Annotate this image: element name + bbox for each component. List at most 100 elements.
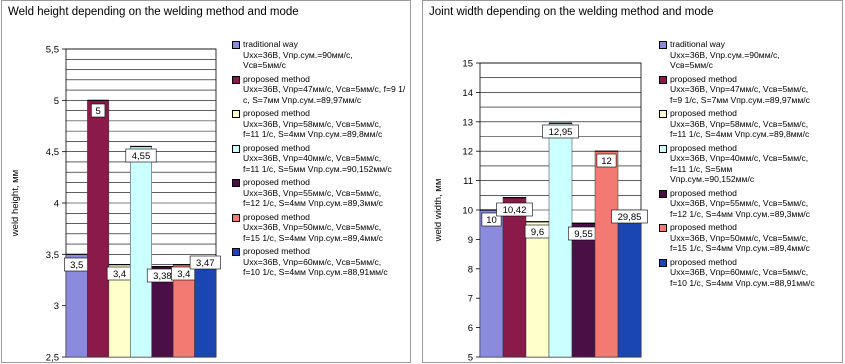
legend-label: proposed method Uxx=36В, Vпр=58мм/с, Vсв… — [670, 108, 810, 139]
data-label: 3,38 — [153, 271, 172, 282]
data-label: 4,55 — [132, 151, 151, 162]
legend-swatch — [232, 110, 240, 118]
y-tick-label: 8 — [468, 264, 473, 275]
legend-entry: proposed method Uxx=36В, Vпр=55мм/с, Vсв… — [659, 188, 842, 220]
y-tick-label: 10 — [462, 206, 473, 217]
legend-swatch — [232, 179, 240, 187]
legend-entry: proposed method Uxx=36В, Vпр=47мм/с, Vсв… — [232, 74, 410, 106]
legend-label: proposed method Uxx=36В, Vпр=58мм/с, Vсв… — [243, 108, 383, 139]
y-tick-label: 15 — [462, 59, 473, 70]
legend-entry: proposed method Uxx=36В, Vпр=47мм/с, Vсв… — [659, 74, 842, 106]
legend-entry: proposed method Uxx=36В, Vпр=58мм/с, Vсв… — [659, 108, 842, 140]
legend-swatch — [659, 258, 667, 267]
data-label: 3,4 — [113, 269, 126, 280]
data-label: 12,95 — [549, 127, 573, 138]
data-label: 10,42 — [503, 205, 527, 216]
y-axis-label: weld height, мм — [10, 170, 21, 237]
joint-width-chart: 5 6 7 8 9 10 11 12 13 14 15 weld width, мм 10 10,42 9,… — [433, 59, 648, 364]
joint-width-legend: traditional way Uxx=36В, Vпр.сум.=90мм/с… — [659, 39, 842, 291]
bar — [479, 209, 504, 358]
joint-width-chart-panel: Joint width depending on the welding met… — [422, 0, 843, 364]
y-tick-label: 4 — [54, 199, 59, 210]
legend-label: proposed method Uxx=36В, Vпр=50мм/с, Vсв… — [670, 222, 810, 253]
bar — [525, 221, 550, 358]
y-tick-label: 13 — [462, 117, 473, 128]
legend-label: proposed method Uxx=36В, Vпр=60мм/с, Vсв… — [670, 256, 815, 288]
data-label-box — [189, 255, 221, 270]
bar — [87, 100, 110, 358]
legend-label: traditional way Uxx=36В, Vпр.сум.=90мм/с… — [670, 39, 780, 70]
legend-entry: proposed method Uxx=36В, Vпр=40мм/с, Vсв… — [659, 143, 842, 185]
legend-entry: proposed method Uxx=36В, Vпр=40мм/с, Vсв… — [232, 143, 410, 175]
legend-entry: proposed method Uxx=36В, Vпр=60мм/с, Vсв… — [232, 246, 410, 278]
legend-entry: proposed method Uxx=36В, Vпр=55мм/с, Vсв… — [232, 177, 410, 209]
chart-title: Joint width depending on the welding met… — [429, 6, 714, 18]
data-label-box — [611, 209, 648, 224]
legend-swatch — [232, 75, 240, 84]
y-tick-label: 14 — [462, 88, 473, 99]
legend-swatch — [659, 75, 667, 84]
data-label-box — [596, 153, 617, 168]
legend-label: proposed method Uxx=36В, Vпр=50мм/с, Vсв… — [243, 211, 383, 243]
legend-swatch — [659, 144, 667, 153]
legend-swatch — [659, 41, 667, 49]
data-label: 5 — [95, 106, 100, 117]
legend-entry: proposed method Uxx=36В, Vпр=50мм/с, Vсв… — [659, 222, 842, 254]
y-axis-label: weld width, мм — [433, 179, 444, 243]
data-label: 12 — [601, 156, 612, 167]
y-tick-label: 5 — [54, 96, 59, 107]
y-tick-label: 4,5 — [46, 147, 59, 158]
bar — [194, 257, 217, 358]
legend-label: traditional way Uxx=36В, Vпр.сум.=90мм/с… — [243, 39, 353, 70]
bar — [571, 222, 596, 358]
legend-label: proposed method Uxx=36В, Vпр=40мм/с, Vсв… — [243, 142, 392, 174]
bar — [502, 197, 527, 358]
bar — [594, 150, 619, 358]
legend-swatch — [232, 213, 240, 222]
legend-swatch — [232, 144, 240, 153]
legend-entry: proposed method Uxx=36В, Vпр=60мм/с, Vсв… — [659, 257, 842, 289]
y-tick-label: 3 — [54, 301, 59, 312]
bar — [617, 214, 642, 358]
legend-label: proposed method Uxx=36В, Vпр=47мм/с, Vсв… — [670, 73, 810, 105]
legend-swatch — [659, 224, 667, 232]
y-tick-label: 7 — [468, 294, 473, 305]
y-tick-label: 3,5 — [46, 250, 59, 261]
weld-height-legend: traditional way Uxx=36В, Vпр.сум.=90мм/с… — [232, 39, 410, 281]
data-label-box — [496, 202, 533, 217]
legend-label: proposed method Uxx=36В, Vпр=55мм/с, Vсв… — [243, 177, 383, 208]
legend-swatch — [232, 41, 240, 49]
data-label: 9,6 — [531, 227, 544, 238]
legend-entry: traditional way Uxx=36В, Vпр.сум.=90мм/с… — [232, 39, 410, 71]
legend-label: proposed method Uxx=36В, Vпр=55мм/с, Vсв… — [670, 187, 810, 219]
y-tick-label: 5,5 — [46, 45, 59, 56]
legend-swatch — [232, 248, 240, 256]
data-label-box — [542, 124, 579, 139]
data-label: 3,5 — [70, 260, 83, 271]
legend-entry: proposed method Uxx=36В, Vпр=58мм/с, Vсв… — [232, 108, 410, 140]
legend-swatch — [659, 110, 667, 118]
data-label: 10 — [486, 215, 497, 226]
legend-entry: traditional way Uxx=36В, Vпр.сум.=90мм/с… — [659, 39, 842, 71]
weld-height-chart-panel: Weld height depending on the welding met… — [1, 0, 411, 364]
data-label: 3,47 — [196, 258, 215, 269]
data-label-box — [91, 103, 106, 118]
y-tick-label: 12 — [462, 147, 473, 158]
y-tick-label: 11 — [463, 176, 473, 187]
legend-label: proposed method Uxx=36В, Vпр=60мм/с, Vсв… — [243, 246, 388, 277]
y-tick-label: 5 — [468, 353, 473, 364]
data-label-box — [125, 148, 157, 163]
y-tick-label: 2,5 — [46, 353, 59, 364]
bar — [130, 146, 152, 358]
data-label: 3,4 — [177, 269, 190, 280]
y-tick-label: 9 — [468, 235, 473, 246]
legend-swatch — [659, 189, 667, 198]
data-label: 29,85 — [618, 212, 642, 223]
legend-entry: proposed method Uxx=36В, Vпр=50мм/с, Vсв… — [232, 212, 410, 244]
legend-label: proposed method Uxx=36В, Vпр=40мм/с, Vсв… — [670, 142, 809, 185]
y-tick-label: 6 — [468, 323, 473, 334]
chart-title: Weld height depending on the welding met… — [8, 6, 299, 18]
legend-label: proposed method Uxx=36В, Vпр=47мм/с, Vсв… — [243, 73, 406, 105]
data-label: 9,55 — [574, 229, 593, 240]
